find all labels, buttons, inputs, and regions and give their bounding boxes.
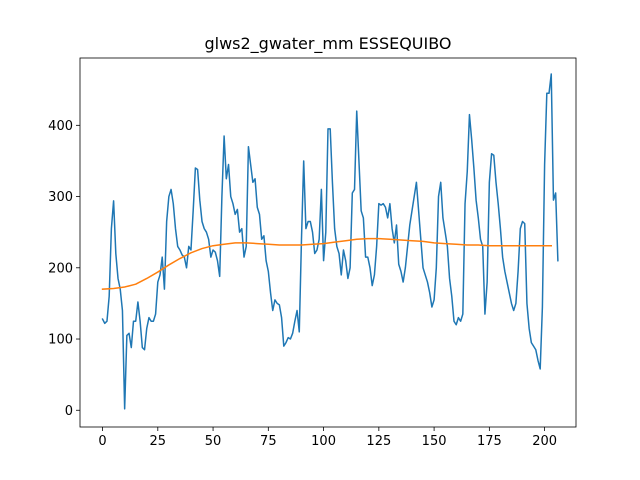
y-tick-label: 200 bbox=[48, 261, 73, 276]
y-tick-label: 400 bbox=[48, 119, 73, 134]
x-tick-label: 125 bbox=[366, 434, 391, 449]
chart-title: glws2_gwater_mm ESSEQUIBO bbox=[204, 34, 451, 54]
x-tick-label: 175 bbox=[477, 434, 502, 449]
y-tick-label: 300 bbox=[48, 190, 73, 205]
x-tick-label: 200 bbox=[532, 434, 557, 449]
y-tick-label: 0 bbox=[65, 404, 73, 419]
axes-frame bbox=[79, 57, 577, 428]
y-tick-label: 100 bbox=[48, 333, 73, 348]
x-tick-label: 75 bbox=[260, 434, 277, 449]
x-tick-label: 100 bbox=[311, 434, 336, 449]
x-tick-label: 150 bbox=[422, 434, 447, 449]
axes: 0 25 50 75 100 125 150 175 200 0 100 200 300 400 bbox=[48, 57, 577, 449]
series-line-2 bbox=[101, 237, 552, 290]
series-line-1 bbox=[101, 73, 559, 410]
x-tick-label: 50 bbox=[205, 434, 222, 449]
x-tick-label: 0 bbox=[98, 434, 106, 449]
series-layer bbox=[101, 73, 559, 410]
x-tick-label: 25 bbox=[150, 434, 167, 449]
